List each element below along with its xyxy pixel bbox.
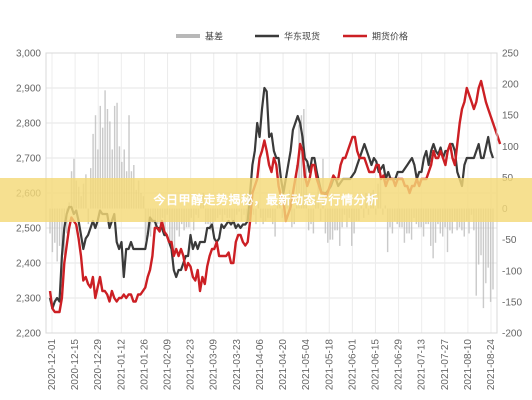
basis-bar [116,102,118,209]
x-tick-label: 2021-06-15 [370,339,381,391]
x-tick-label: 2021-05-04 [301,339,312,391]
basis-bar [171,208,173,243]
basis-bar [329,208,331,240]
basis-bar [145,208,147,240]
basis-bar [410,208,413,240]
right-tick-label: 200 [502,80,519,91]
basis-bar [351,208,353,246]
legend-swatch-basis [176,34,200,38]
legend-label: 基差 [205,31,223,42]
legend-label: 期货价格 [372,31,408,42]
basis-bar [173,208,176,256]
basis-bar [51,208,54,253]
basis-bar [104,90,106,209]
basis-bar [489,208,492,302]
basis-bar [274,208,276,237]
basis-bar [169,208,171,246]
right-tick-label: -100 [502,266,522,277]
basis-bar [430,208,432,246]
x-tick-label: 2021-06-29 [394,339,405,391]
x-tick-label: 2021-07-13 [417,339,428,391]
basis-bar [403,208,406,243]
legend: 基差 华东现货 期货价格 [176,31,408,42]
right-tick-label: -150 [502,297,522,308]
legend-label: 华东现货 [284,31,320,42]
basis-bar [422,208,425,237]
x-tick-label: 2021-01-26 [139,339,150,391]
basis-bar [58,208,61,246]
basis-bar [434,208,437,243]
x-tick-label: 2021-05-18 [324,339,335,391]
basis-bar [164,208,166,237]
basis-bar [109,121,111,209]
right-tick-label: -50 [502,235,517,246]
x-tick-label: 2021-04-06 [255,339,266,391]
x-tick-label: 2021-02-09 [163,339,174,391]
x-tick-label: 2020-12-01 [47,339,58,391]
basis-bar [113,105,116,209]
basis-bar [477,208,480,265]
basis-bar [149,208,152,237]
x-tick-label: 2021-03-09 [209,339,220,391]
basis-bar [485,208,487,284]
basis-bar [492,208,494,290]
basis-bar [300,115,303,209]
basis-bar [54,208,56,243]
basis-bar [331,208,334,240]
title-banner: 今日甲醇走势揭秘，最新动态与行情分析 [0,178,532,222]
left-tick-label: 2,700 [16,154,41,165]
right-tick-label: 250 [502,49,519,60]
left-tick-label: 2,200 [16,329,41,340]
basis-bar [178,208,181,237]
basis-bar [99,105,102,209]
basis-bar [480,208,482,256]
x-tick-label: 2020-12-29 [93,339,104,391]
x-tick-label: 2021-03-23 [232,339,243,391]
basis-bar [463,208,465,237]
left-tick-label: 2,300 [16,294,41,305]
basis-bar [432,208,434,259]
basis-bar [298,124,300,209]
basis-bar [487,208,489,268]
basis-bar [441,208,444,237]
axes: 2,2002,3002,4002,5002,6002,7002,8002,900… [16,49,522,391]
left-tick-label: 2,800 [16,119,41,130]
x-tick-label: 2021-07-27 [440,339,451,391]
left-tick-label: 2,400 [16,259,41,270]
banner-background [0,178,532,222]
x-tick-label: 2021-04-20 [278,339,289,391]
right-tick-label: 150 [502,111,519,122]
right-tick-label: -200 [502,329,522,340]
x-tick-label: 2021-06-01 [347,339,358,391]
left-tick-label: 2,500 [16,224,41,235]
left-tick-label: 3,000 [16,49,41,60]
x-tick-label: 2021-01-12 [116,339,127,391]
basis-bar [446,208,449,253]
basis-bar [94,115,97,209]
basis-bar [101,127,104,209]
basis-bar [386,208,389,253]
x-tick-label: 2021-08-24 [486,339,497,391]
left-tick-label: 2,900 [16,84,41,95]
basis-bar [56,208,58,262]
basis-bar [339,208,341,246]
basis-bar [128,115,130,209]
basis-bar [92,133,94,209]
basis-bar [482,208,485,309]
x-tick-label: 2021-08-10 [463,339,474,391]
basis-bar [327,208,329,243]
x-tick-label: 2020-12-15 [70,339,81,391]
right-tick-label: 100 [502,142,519,153]
spot-price-line [48,86,495,310]
basis-bar [106,109,109,209]
basis-bar [118,146,121,209]
x-tick-label: 2021-02-23 [186,339,197,391]
basis-bar [475,208,477,296]
banner-text: 今日甲醇走势揭秘，最新动态与行情分析 [152,192,378,207]
